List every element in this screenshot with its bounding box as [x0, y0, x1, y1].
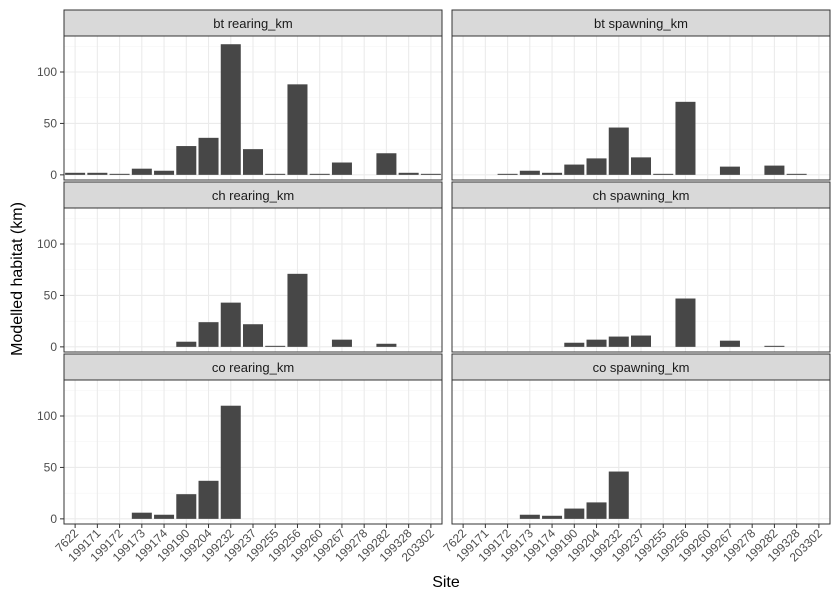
y-tick-label: 50 [44, 288, 58, 302]
bar [176, 146, 197, 175]
bar [542, 515, 563, 519]
facet-panel: co rearing_km050100762219917119917219917… [37, 353, 443, 564]
y-tick-label: 100 [37, 65, 57, 79]
facet-strip [451, 353, 831, 381]
bar [242, 149, 264, 175]
bar [608, 127, 629, 175]
panel-border [63, 35, 443, 181]
bar [608, 471, 629, 519]
facet-strip-label: co spawning_km [593, 360, 690, 375]
y-tick-label: 50 [44, 116, 58, 130]
bar [198, 322, 219, 347]
facet-panel: ch rearing_km 0 50 100 [37, 181, 443, 354]
facet-strip-label: bt rearing_km [213, 16, 292, 31]
bar [265, 345, 286, 347]
bar [675, 298, 696, 347]
facet-strip-label: ch rearing_km [212, 188, 294, 203]
y-axis-title: Modelled habitat (km) [9, 202, 26, 356]
facet-strip [451, 181, 831, 209]
panel-border [451, 207, 831, 353]
bar [309, 173, 330, 175]
facet-strip-label: co rearing_km [212, 360, 294, 375]
bar [376, 343, 397, 347]
bar [131, 168, 152, 175]
bar [65, 172, 86, 175]
bar [87, 172, 108, 175]
bar [719, 166, 740, 175]
bar [764, 345, 785, 347]
bar [242, 324, 264, 347]
bar [586, 158, 607, 175]
bar [630, 335, 652, 347]
facet-strip [63, 181, 443, 209]
bar [287, 273, 308, 347]
facet-strip-label: bt spawning_km [594, 16, 688, 31]
bar [653, 173, 674, 175]
y-tick-label: 0 [50, 168, 57, 182]
facet-strip-label: ch spawning_km [593, 188, 690, 203]
bar [331, 162, 352, 175]
bar [420, 173, 441, 175]
x-axis-title: Site [432, 574, 460, 591]
facet-panel: ch spawning_km [451, 181, 831, 353]
bar [220, 302, 241, 347]
bar [398, 172, 419, 175]
facet-panel: bt spawning_km [451, 9, 831, 181]
bar [542, 172, 563, 175]
y-tick-label: 50 [44, 460, 58, 474]
bar [154, 170, 175, 175]
bar [154, 514, 175, 519]
bar [287, 84, 308, 175]
bar [519, 170, 540, 175]
bar [564, 342, 585, 347]
y-tick-label: 0 [50, 340, 57, 354]
bar [220, 44, 241, 175]
bar [586, 502, 607, 519]
bar [564, 508, 585, 519]
bar [198, 480, 219, 519]
bar [719, 340, 740, 347]
bar [519, 514, 540, 519]
bar [376, 153, 397, 175]
bar [586, 339, 607, 347]
bar [131, 512, 152, 519]
bar [220, 405, 241, 519]
facet-strip [63, 9, 443, 37]
bar [331, 339, 352, 347]
facet-strip [63, 353, 443, 381]
bar [764, 165, 785, 175]
panel-border [63, 207, 443, 353]
y-tick-label: 100 [37, 409, 57, 423]
y-tick-label: 0 [50, 512, 57, 526]
bar [109, 173, 130, 175]
facet-panel: bt rearing_km 0 50 100 [37, 9, 443, 182]
y-tick-label: 100 [37, 237, 57, 251]
bar [564, 164, 585, 175]
bar [675, 101, 696, 175]
panel-border [451, 35, 831, 181]
bar [265, 173, 286, 175]
bar [630, 157, 652, 175]
bar [198, 137, 219, 175]
bar [497, 173, 518, 175]
facet-panel: co spawning_km76221991711991721991731991… [440, 353, 831, 564]
bar [786, 173, 807, 175]
bar [176, 341, 197, 347]
bar [176, 494, 197, 519]
bar [608, 336, 629, 347]
